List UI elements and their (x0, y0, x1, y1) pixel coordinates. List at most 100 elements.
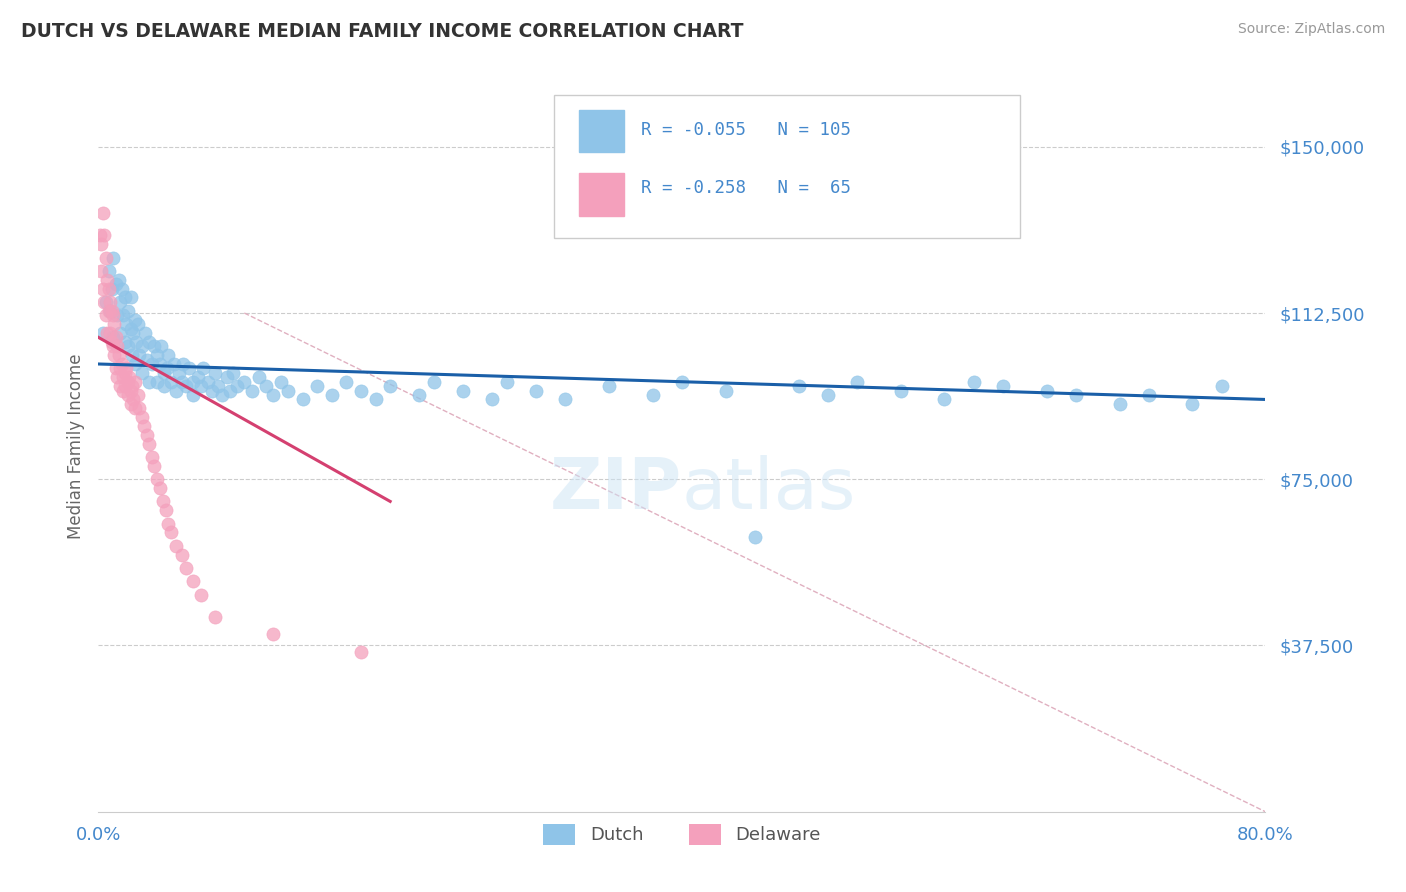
Point (110, 294, 132, 309)
Point (1181, 397, 1204, 411)
Point (190, 379, 212, 393)
Point (335, 375, 357, 389)
Point (121, 348, 143, 362)
Point (114, 379, 136, 393)
Point (100, 303, 122, 318)
Point (108, 348, 131, 362)
Point (146, 348, 169, 362)
Point (127, 317, 149, 331)
Point (97, 282, 120, 296)
Point (93, 228, 115, 243)
Point (97, 303, 120, 318)
Point (671, 375, 693, 389)
Point (350, 384, 373, 398)
Point (181, 574, 204, 589)
FancyBboxPatch shape (579, 110, 624, 152)
Point (165, 384, 187, 398)
Point (641, 388, 664, 402)
Point (128, 348, 150, 362)
Point (105, 308, 128, 322)
Point (114, 334, 136, 349)
Point (103, 348, 125, 362)
Point (890, 384, 912, 398)
Point (177, 361, 200, 376)
Point (91, 282, 114, 296)
Point (1211, 379, 1233, 393)
Point (98, 326, 121, 340)
Point (291, 392, 314, 407)
Point (114, 291, 136, 305)
Point (134, 326, 156, 340)
Point (110, 326, 132, 340)
FancyBboxPatch shape (579, 173, 624, 216)
Point (124, 312, 146, 326)
Point (110, 361, 132, 376)
Text: atlas: atlas (682, 456, 856, 524)
Point (524, 384, 547, 398)
Point (846, 375, 869, 389)
Point (146, 472, 169, 486)
Point (380, 379, 402, 393)
Point (270, 375, 292, 389)
Point (141, 357, 163, 371)
Point (153, 379, 176, 393)
Point (598, 379, 620, 393)
Point (247, 370, 270, 384)
Point (122, 326, 145, 340)
Point (125, 334, 148, 349)
Point (117, 388, 139, 402)
Point (157, 516, 180, 531)
Point (138, 375, 160, 389)
Point (101, 308, 124, 322)
Point (307, 379, 329, 393)
Point (124, 401, 146, 416)
Point (97, 264, 120, 278)
Point (112, 370, 135, 384)
Point (496, 375, 519, 389)
Point (152, 494, 174, 508)
Point (94, 308, 117, 322)
Point (153, 366, 176, 380)
Point (1137, 388, 1160, 402)
Point (120, 321, 142, 335)
Point (138, 437, 160, 451)
Point (204, 366, 226, 380)
Point (120, 397, 142, 411)
Point (163, 357, 186, 371)
Point (110, 379, 132, 393)
Point (201, 384, 224, 398)
Point (135, 428, 157, 442)
Text: R = -0.258   N =  65: R = -0.258 N = 65 (641, 179, 851, 197)
Point (101, 339, 124, 353)
Point (91, 326, 114, 340)
Point (197, 375, 219, 389)
Point (160, 525, 183, 540)
Point (124, 357, 146, 371)
Point (233, 375, 256, 389)
Point (714, 384, 737, 398)
Point (111, 357, 134, 371)
Point (105, 370, 128, 384)
Point (218, 384, 240, 398)
Point (170, 548, 193, 562)
Point (187, 370, 209, 384)
Point (104, 277, 127, 292)
Point (131, 410, 153, 425)
Point (172, 357, 194, 371)
Point (141, 450, 163, 464)
Point (226, 379, 249, 393)
Point (91, 206, 114, 220)
Point (262, 388, 284, 402)
Point (100, 282, 122, 296)
Point (104, 330, 127, 344)
Point (115, 361, 138, 376)
Point (98, 303, 121, 318)
Point (127, 388, 149, 402)
Point (111, 282, 134, 296)
Point (240, 384, 263, 398)
Point (98, 294, 121, 309)
Point (744, 530, 766, 544)
Point (101, 330, 124, 344)
Point (120, 384, 142, 398)
Point (181, 375, 204, 389)
